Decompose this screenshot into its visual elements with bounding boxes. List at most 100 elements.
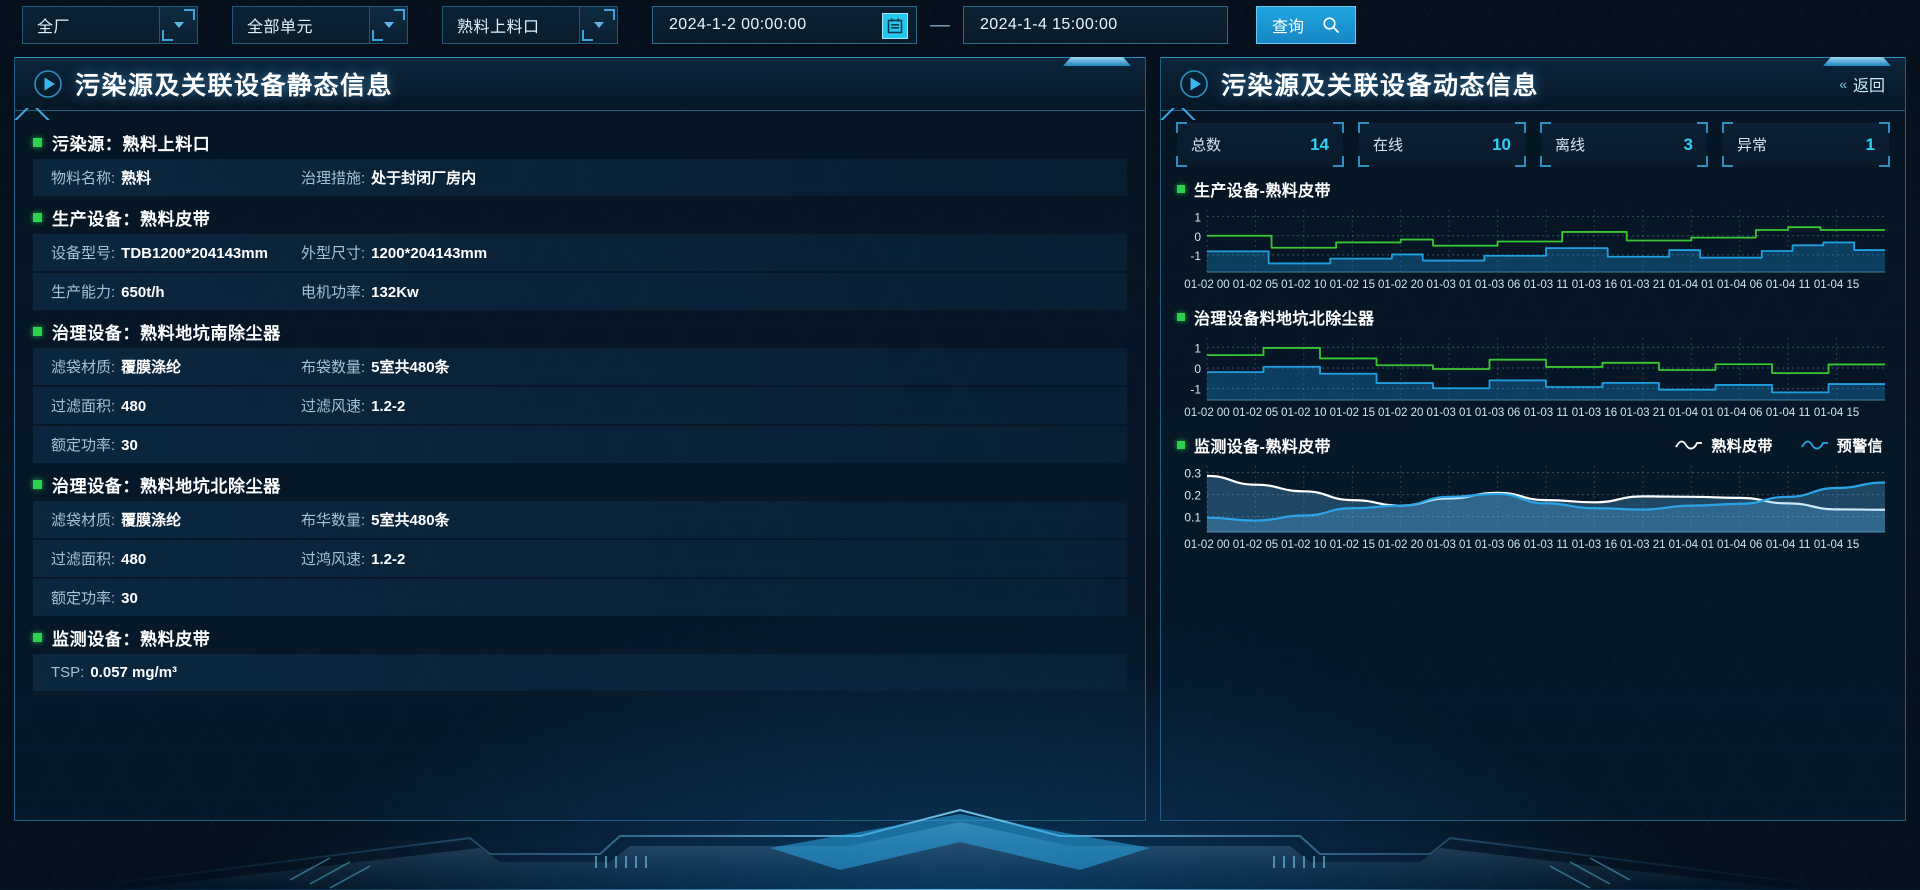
y-axis-tick-label: -1 bbox=[1190, 383, 1201, 397]
status-stat-card[interactable]: 在线 10 bbox=[1358, 122, 1526, 167]
x-axis-tick-label: 01-04 06 bbox=[1717, 279, 1762, 291]
info-value: 覆膜涤纶 bbox=[121, 359, 182, 376]
chart-title: 治理设备料地坑北除尘器 bbox=[1194, 311, 1375, 328]
info-cell: 物料名称: 熟料 bbox=[51, 167, 301, 188]
chevron-down-icon[interactable] bbox=[159, 7, 197, 43]
info-key: 生产能力: bbox=[51, 284, 116, 301]
corner-bracket-decor bbox=[1540, 122, 1551, 133]
dynamic-info-panel-title: 污染源及关联设备动态信息 bbox=[1221, 72, 1540, 100]
x-axis-tick-label: 01-02 20 bbox=[1378, 279, 1423, 291]
info-key: 电机功率: bbox=[301, 284, 366, 301]
y-axis-tick-label: 1 bbox=[1194, 211, 1201, 225]
chart-bullet-icon bbox=[1177, 441, 1185, 449]
group-label: 监测设备：熟料皮带 bbox=[52, 629, 211, 649]
corner-bracket-decor bbox=[1879, 156, 1890, 167]
dynamic-info-panel-header: 污染源及关联设备动态信息 « 返回 bbox=[1161, 57, 1905, 111]
stat-label: 异常 bbox=[1737, 137, 1768, 154]
chart-block: 生产设备-熟料皮带 1 0 -1 01-02 00 01-02 05 01-02 10 01-… bbox=[1177, 176, 1889, 294]
source-select[interactable]: 熟料上料口 bbox=[442, 6, 618, 44]
info-row: 额定功率: 30 bbox=[33, 579, 1127, 616]
search-icon bbox=[1322, 16, 1340, 34]
play-circle-icon bbox=[33, 69, 63, 99]
unit-select[interactable]: 全部单元 bbox=[232, 6, 408, 44]
end-date-input[interactable]: 2024-1-4 15:00:00 bbox=[963, 6, 1228, 44]
corner-bracket-decor bbox=[1176, 156, 1187, 167]
x-axis-tick-label: 01-03 01 bbox=[1426, 279, 1471, 291]
static-info-group-header: 生产设备：熟料皮带 bbox=[33, 200, 1127, 234]
chart-plot: 1 0 -1 01-02 00 01-02 05 01-02 10 01-02 15 01-0… bbox=[1177, 202, 1889, 294]
chevron-down-icon[interactable] bbox=[369, 7, 407, 43]
plant-select[interactable]: 全厂 bbox=[22, 6, 198, 44]
x-axis-tick-label: 01-03 16 bbox=[1572, 407, 1617, 419]
info-cell: 过滤面积: 480 bbox=[51, 395, 301, 416]
legend-item[interactable]: 熟料皮带 bbox=[1675, 435, 1773, 456]
corner-bracket-decor bbox=[1697, 122, 1708, 133]
static-info-group-header: 监测设备：熟料皮带 bbox=[33, 620, 1127, 654]
info-row: 生产能力: 650t/h 电机功率: 132Kw bbox=[33, 273, 1127, 310]
info-value: TDB1200*204143mm bbox=[121, 245, 268, 262]
stat-label: 在线 bbox=[1373, 137, 1404, 154]
chart-series-line bbox=[1207, 347, 1885, 375]
chart-plot: 0.3 0.2 0.1 01-02 00 01-02 05 01-02 10 01-02 1… bbox=[1177, 458, 1889, 554]
status-stat-card[interactable]: 异常 1 bbox=[1722, 122, 1890, 167]
calendar-icon[interactable] bbox=[882, 13, 908, 39]
x-axis-tick-label: 01-04 06 bbox=[1717, 539, 1762, 551]
info-cell: 额定功率: 30 bbox=[51, 587, 301, 608]
start-date-input[interactable]: 2024-1-2 00:00:00 bbox=[652, 6, 917, 44]
status-stat-card[interactable]: 总数 14 bbox=[1176, 122, 1344, 167]
y-axis-tick-label: -1 bbox=[1190, 249, 1201, 263]
y-axis-tick-label: 0.3 bbox=[1184, 467, 1201, 481]
y-axis-tick-label: 1 bbox=[1194, 341, 1201, 355]
info-key: 布袋数量: bbox=[301, 359, 366, 376]
stat-value: 3 bbox=[1683, 134, 1693, 154]
query-button[interactable]: 查询 bbox=[1256, 6, 1356, 44]
chart-series-line bbox=[1207, 226, 1885, 249]
info-cell: 过鸿风速: 1.2-2 bbox=[301, 548, 405, 569]
x-axis-tick-label: 01-04 15 bbox=[1814, 407, 1859, 419]
info-key: 设备型号: bbox=[51, 245, 116, 262]
info-value: 1200*204143mm bbox=[371, 245, 488, 262]
chart-title: 生产设备-熟料皮带 bbox=[1194, 183, 1331, 200]
x-axis-tick-label: 01-04 01 bbox=[1669, 407, 1714, 419]
legend-swatch-icon bbox=[1801, 440, 1828, 450]
chart-plot: 1 0 -1 01-02 00 01-02 05 01-02 10 01-02 15 01-0… bbox=[1177, 330, 1889, 422]
chevron-down-icon[interactable] bbox=[579, 7, 617, 43]
x-axis-tick-label: 01-02 10 bbox=[1281, 279, 1326, 291]
group-bullet-icon bbox=[33, 632, 42, 642]
x-axis-tick-label: 01-04 15 bbox=[1814, 279, 1859, 291]
info-key: 物料名称: bbox=[51, 170, 116, 187]
stat-label: 总数 bbox=[1191, 137, 1222, 154]
info-cell: 生产能力: 650t/h bbox=[51, 281, 301, 302]
x-axis-tick-label: 01-02 20 bbox=[1378, 407, 1423, 419]
corner-bracket-decor bbox=[1358, 156, 1369, 167]
info-cell: 过滤面积: 480 bbox=[51, 548, 301, 569]
chart-series-line bbox=[1207, 241, 1885, 265]
group-label: 污染源：熟料上料口 bbox=[52, 134, 211, 154]
back-button-label: 返回 bbox=[1852, 78, 1885, 95]
info-key: TSP: bbox=[51, 664, 85, 681]
x-axis-tick-label: 01-04 06 bbox=[1717, 407, 1762, 419]
source-select-value: 熟料上料口 bbox=[457, 19, 540, 36]
header-corner-decor bbox=[14, 108, 62, 120]
corner-bracket-decor bbox=[1722, 156, 1733, 167]
legend-item[interactable]: 预警信 bbox=[1801, 435, 1883, 456]
x-axis-tick-label: 01-04 01 bbox=[1669, 539, 1714, 551]
status-stat-card[interactable]: 离线 3 bbox=[1540, 122, 1708, 167]
group-bullet-icon bbox=[33, 479, 42, 489]
chart-title-row: 监测设备-熟料皮带 熟料皮带 预警信 bbox=[1177, 432, 1889, 458]
info-key: 滤袋材质: bbox=[51, 359, 116, 376]
chart-title: 监测设备-熟料皮带 bbox=[1194, 439, 1331, 456]
y-axis-tick-label: 0.1 bbox=[1184, 511, 1201, 525]
chart-series-line bbox=[1206, 481, 1886, 522]
x-axis-tick-label: 01-04 11 bbox=[1766, 279, 1811, 291]
legend-label: 预警信 bbox=[1836, 437, 1883, 455]
info-key: 额定功率: bbox=[51, 437, 116, 454]
info-row: 额定功率: 30 bbox=[33, 426, 1127, 463]
back-button[interactable]: « 返回 bbox=[1839, 72, 1885, 96]
x-axis-tick-label: 01-02 05 bbox=[1233, 279, 1278, 291]
chart-title-row: 生产设备-熟料皮带 bbox=[1177, 176, 1889, 202]
corner-bracket-decor bbox=[1358, 122, 1369, 133]
info-row: 滤袋材质: 覆膜涤纶 布袋数量: 5室共480条 bbox=[33, 348, 1127, 385]
info-key: 滤袋材质: bbox=[51, 512, 116, 529]
group-label: 治理设备：熟料地坑北除尘器 bbox=[52, 476, 281, 496]
